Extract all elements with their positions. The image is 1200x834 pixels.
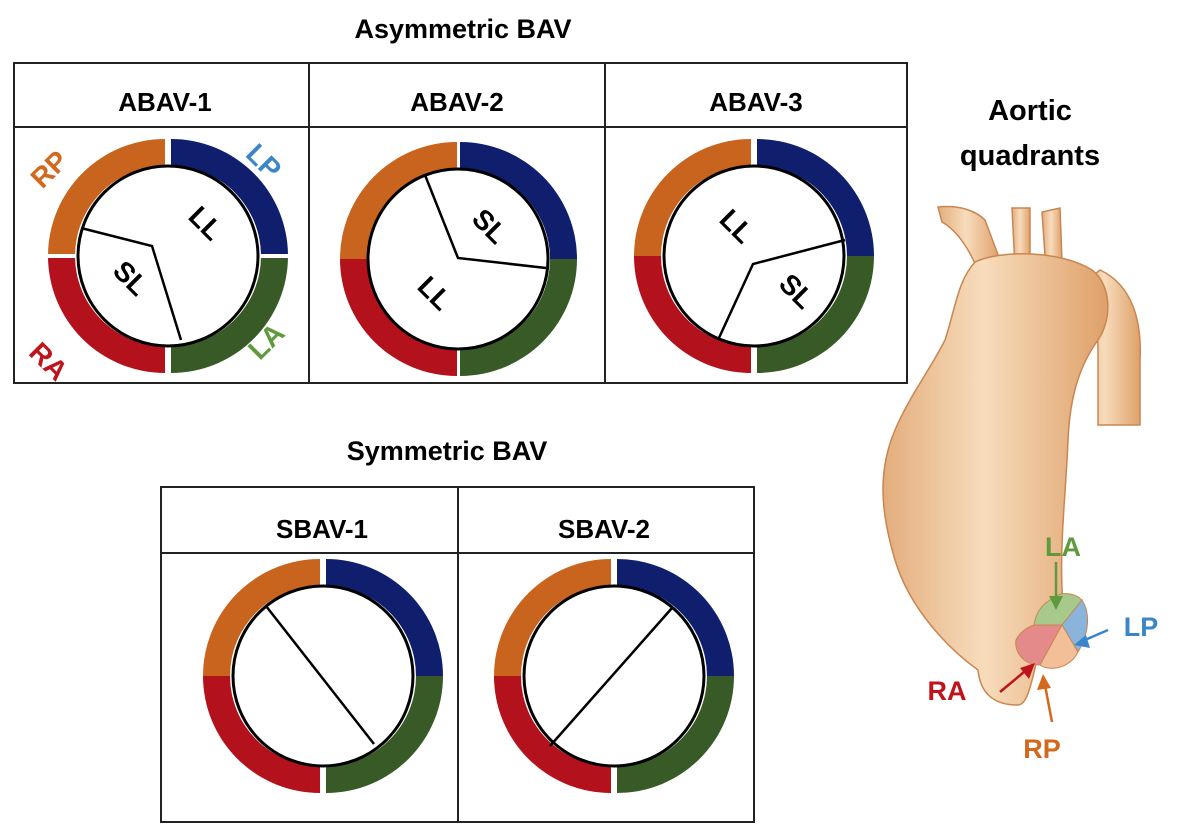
sbav2-ra-segment — [494, 676, 611, 793]
sbav1-label: SBAV-1 — [276, 514, 368, 544]
abav1-commissure-line — [80, 226, 183, 341]
quadrant-label-ra: RA — [23, 336, 74, 387]
abav1-rp-segment — [48, 139, 165, 256]
aorta-label-la: LA — [1045, 532, 1081, 562]
abav2-la-segment — [460, 259, 577, 376]
abav2-ra-segment — [340, 259, 457, 376]
abav3-commissure-line — [716, 238, 846, 341]
abav2-commissure-line — [423, 174, 547, 270]
abav3-lp-segment — [757, 139, 874, 256]
abav2-lp-segment — [460, 142, 577, 259]
abav3-la-segment — [757, 256, 874, 373]
aorta-label-lp: LP — [1124, 612, 1159, 642]
sbav1-valve — [203, 559, 443, 793]
aortic-quadrants-title-line1: Aortic — [988, 95, 1072, 127]
quadrant-label-rp: RP — [25, 145, 74, 194]
sbav2-label: SBAV-2 — [558, 514, 650, 544]
sbav1-rp-segment — [203, 559, 320, 676]
aorta-label-ra: RA — [928, 676, 967, 706]
abav2-valve: SL LL — [340, 142, 577, 376]
sbav2-la-segment — [617, 676, 734, 793]
sbav1-la-segment — [326, 676, 443, 793]
asymmetric-table — [13, 62, 908, 384]
symmetric-bav-title: Symmetric BAV — [347, 436, 548, 466]
sbav1-lp-segment — [326, 559, 443, 676]
sbav1-commissure-line — [265, 605, 375, 745]
abav1-valve: LL SL — [48, 139, 288, 373]
aorta-label-rp: RP — [1023, 734, 1061, 764]
sbav2-valve — [494, 559, 734, 793]
abav3-annulus — [662, 164, 846, 348]
sbav2-commissure-line — [549, 607, 673, 747]
abav3-label: ABAV-3 — [709, 87, 802, 117]
asymmetric-bav-title: Asymmetric BAV — [354, 14, 571, 44]
abav1-la-segment — [171, 256, 288, 373]
sbav1-ra-segment — [203, 676, 320, 793]
abav2-label: ABAV-2 — [410, 87, 503, 117]
abav3-ra-segment — [634, 256, 751, 373]
abav3-valve: LL SL — [634, 139, 874, 373]
aorta-illustration — [882, 205, 1141, 723]
sbav2-rp-segment — [494, 559, 611, 676]
symmetric-table — [160, 486, 755, 823]
abav1-annulus — [76, 164, 260, 348]
abav3-rp-segment — [634, 139, 751, 256]
aortic-quadrants-title-line2: quadrants — [960, 140, 1100, 172]
sbav2-annulus — [522, 584, 706, 768]
abav1-ra-segment — [48, 256, 165, 373]
abav1-lp-segment — [171, 139, 288, 256]
sbav1-annulus — [231, 584, 415, 768]
abav2-rp-segment — [340, 142, 457, 259]
aortic-root — [1015, 593, 1088, 669]
abav1-label: ABAV-1 — [118, 87, 211, 117]
sbav2-lp-segment — [617, 559, 734, 676]
